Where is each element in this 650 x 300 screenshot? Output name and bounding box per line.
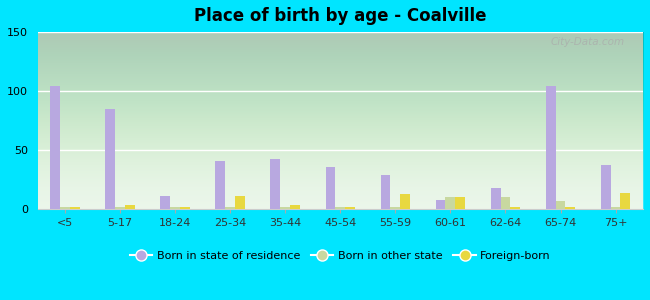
Bar [215, 161, 226, 209]
Bar [610, 207, 621, 209]
Bar [105, 109, 115, 209]
Legend: Born in state of residence, Born in other state, Foreign-born: Born in state of residence, Born in othe… [125, 246, 555, 265]
Title: Place of birth by age - Coalville: Place of birth by age - Coalville [194, 7, 487, 25]
Bar [400, 194, 410, 209]
Bar [326, 167, 335, 209]
Bar [500, 197, 510, 209]
Bar [170, 207, 180, 209]
Bar [335, 207, 345, 209]
Bar [180, 207, 190, 209]
Text: City-Data.com: City-Data.com [551, 38, 625, 47]
Bar [621, 193, 630, 209]
Bar [270, 160, 280, 209]
Bar [491, 188, 500, 209]
Bar [115, 207, 125, 209]
Bar [456, 197, 465, 209]
Bar [291, 206, 300, 209]
Bar [436, 200, 445, 209]
Bar [556, 201, 566, 209]
Bar [161, 196, 170, 209]
Bar [380, 175, 391, 209]
Bar [235, 196, 245, 209]
Bar [226, 207, 235, 209]
Bar [445, 197, 456, 209]
Bar [566, 207, 575, 209]
Bar [391, 207, 400, 209]
Bar [280, 207, 291, 209]
Bar [70, 207, 80, 209]
Bar [125, 206, 135, 209]
Bar [345, 207, 355, 209]
Bar [601, 165, 610, 209]
Bar [60, 207, 70, 209]
Bar [510, 207, 521, 209]
Bar [545, 86, 556, 209]
Bar [50, 86, 60, 209]
